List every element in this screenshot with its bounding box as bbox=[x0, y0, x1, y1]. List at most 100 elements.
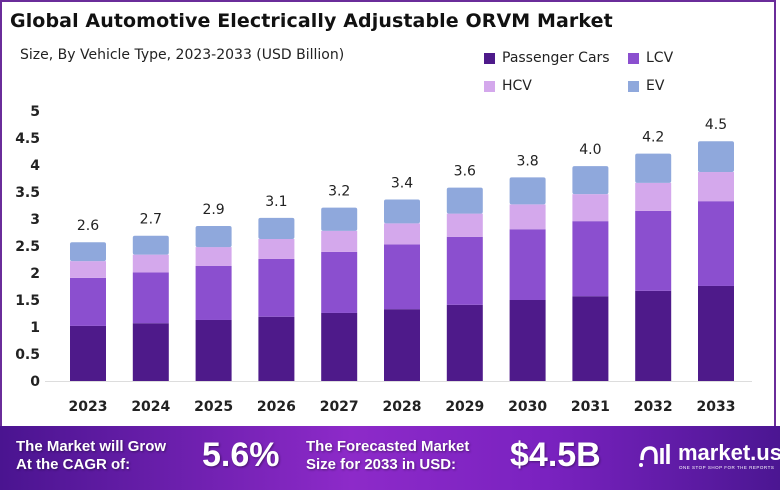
bar-segment-hcv bbox=[635, 182, 672, 211]
x-tick-label: 2032 bbox=[634, 399, 673, 415]
bar-segment-ev bbox=[321, 207, 358, 231]
bar-segment-lcv bbox=[321, 251, 358, 313]
y-tick-label: 2.5 bbox=[15, 239, 40, 255]
footer-banner: The Market will Grow At the CAGR of: 5.6%… bbox=[0, 426, 780, 490]
total-label: 2.6 bbox=[77, 218, 99, 234]
bar-segment-hcv bbox=[698, 172, 734, 202]
bar-segment-hcv bbox=[321, 230, 358, 252]
legend-swatch bbox=[628, 80, 639, 92]
total-label: 4.2 bbox=[642, 130, 664, 146]
bar-segment-lcv bbox=[132, 272, 169, 324]
y-tick-label: 3.5 bbox=[15, 185, 40, 201]
bar-segment-lcv bbox=[698, 201, 734, 286]
bar-segment-lcv bbox=[635, 210, 672, 291]
bar-segment-lcv bbox=[446, 236, 483, 305]
x-tick-label: 2028 bbox=[383, 399, 422, 415]
legend-label: EV bbox=[646, 78, 665, 94]
bar-segment-ev bbox=[698, 141, 734, 173]
bar-segment-ev bbox=[132, 235, 169, 255]
y-tick-label: 1.5 bbox=[15, 293, 40, 309]
forecast-label-line: The Forecasted Market bbox=[306, 438, 470, 455]
logo-icon bbox=[639, 444, 670, 467]
total-label: 3.6 bbox=[454, 164, 476, 180]
total-label: 3.8 bbox=[516, 153, 538, 169]
y-tick-label: 1 bbox=[30, 320, 40, 336]
cagr-label-line: The Market will Grow bbox=[16, 438, 167, 455]
legend-swatch bbox=[484, 80, 495, 92]
chart-title: Global Automotive Electrically Adjustabl… bbox=[10, 10, 613, 32]
legend-label: Passenger Cars bbox=[502, 50, 610, 66]
bar-segment-lcv bbox=[70, 277, 106, 326]
forecast-label-line: Size for 2033 in USD: bbox=[306, 456, 457, 473]
bar-segment-ev bbox=[509, 177, 546, 205]
legend-item-hcv: HCV bbox=[484, 78, 532, 94]
forecast-value: $4.5B bbox=[510, 436, 601, 474]
bar-segment-lcv bbox=[195, 265, 232, 320]
chart-subtitle: Size, By Vehicle Type, 2023-2033 (USD Bi… bbox=[20, 47, 345, 63]
forecast-label: The Forecasted Market Size for 2033 in US… bbox=[306, 438, 469, 474]
bar-segment-passenger-cars bbox=[509, 300, 546, 381]
bar-segment-passenger-cars bbox=[572, 296, 609, 381]
x-tick-label: 2033 bbox=[697, 399, 736, 415]
total-label: 2.9 bbox=[202, 202, 224, 218]
bar-segment-ev bbox=[384, 199, 420, 224]
x-tick-label: 2029 bbox=[445, 399, 484, 415]
total-label: 4.5 bbox=[705, 117, 727, 133]
bar-segment-lcv bbox=[572, 221, 609, 297]
bar-segment-hcv bbox=[446, 213, 483, 237]
bar-segment-passenger-cars bbox=[132, 323, 169, 381]
total-label: 3.4 bbox=[391, 176, 413, 192]
bar-segment-lcv bbox=[509, 229, 546, 300]
x-tick-label: 2024 bbox=[131, 399, 170, 415]
bar-segment-hcv bbox=[70, 261, 106, 278]
bar-segment-passenger-cars bbox=[195, 319, 232, 381]
bar-segment-ev bbox=[70, 242, 106, 262]
x-tick-label: 2025 bbox=[194, 399, 233, 415]
bar-segment-hcv bbox=[572, 194, 609, 222]
legend-swatch bbox=[628, 52, 639, 64]
legend-item-passenger-cars: Passenger Cars bbox=[484, 50, 610, 66]
bar-segment-lcv bbox=[384, 244, 420, 310]
y-tick-label: 4 bbox=[30, 158, 40, 174]
cagr-label: The Market will Grow At the CAGR of: bbox=[16, 438, 166, 474]
y-tick-label: 0 bbox=[30, 374, 40, 390]
legend-item-ev: EV bbox=[628, 78, 664, 94]
y-tick-label: 0.5 bbox=[15, 347, 40, 363]
bar-segment-hcv bbox=[258, 238, 295, 259]
bar-segment-ev bbox=[635, 153, 672, 183]
legend-item-lcv: LCV bbox=[628, 50, 673, 66]
x-tick-label: 2031 bbox=[571, 399, 610, 415]
bar-segment-passenger-cars bbox=[258, 316, 295, 381]
bar-segment-ev bbox=[446, 187, 483, 214]
bar-segment-lcv bbox=[258, 258, 295, 317]
x-tick-label: 2026 bbox=[257, 399, 296, 415]
bar-segment-ev bbox=[195, 226, 232, 248]
x-tick-label: 2030 bbox=[508, 399, 547, 415]
y-tick-label: 3 bbox=[30, 212, 40, 228]
bar-segment-hcv bbox=[195, 247, 232, 266]
bar-segment-hcv bbox=[384, 223, 420, 245]
legend-swatch bbox=[484, 52, 495, 64]
bar-segment-passenger-cars bbox=[70, 325, 106, 381]
total-label: 2.7 bbox=[140, 212, 162, 228]
x-tick-label: 2027 bbox=[320, 399, 359, 415]
bar-segment-ev bbox=[258, 217, 295, 239]
logo-tagline: ONE STOP SHOP FOR THE REPORTS bbox=[679, 465, 775, 470]
y-tick-label: 4.5 bbox=[15, 131, 40, 147]
total-label: 4.0 bbox=[579, 142, 601, 158]
bar-segment-passenger-cars bbox=[321, 312, 358, 381]
cagr-value: 5.6% bbox=[202, 436, 280, 474]
total-label: 3.2 bbox=[328, 184, 350, 200]
y-tick-label: 2 bbox=[30, 266, 40, 282]
bar-segment-passenger-cars bbox=[698, 285, 734, 381]
bar-segment-hcv bbox=[509, 204, 546, 230]
bar-segment-passenger-cars bbox=[635, 290, 672, 381]
y-tick-label: 5 bbox=[30, 104, 40, 120]
logo-name: market.us bbox=[678, 440, 780, 465]
total-label: 3.1 bbox=[265, 194, 287, 210]
legend-label: LCV bbox=[646, 50, 674, 66]
bar-segment-passenger-cars bbox=[384, 309, 420, 381]
legend-label: HCV bbox=[502, 78, 532, 94]
bar-segment-ev bbox=[572, 166, 609, 195]
